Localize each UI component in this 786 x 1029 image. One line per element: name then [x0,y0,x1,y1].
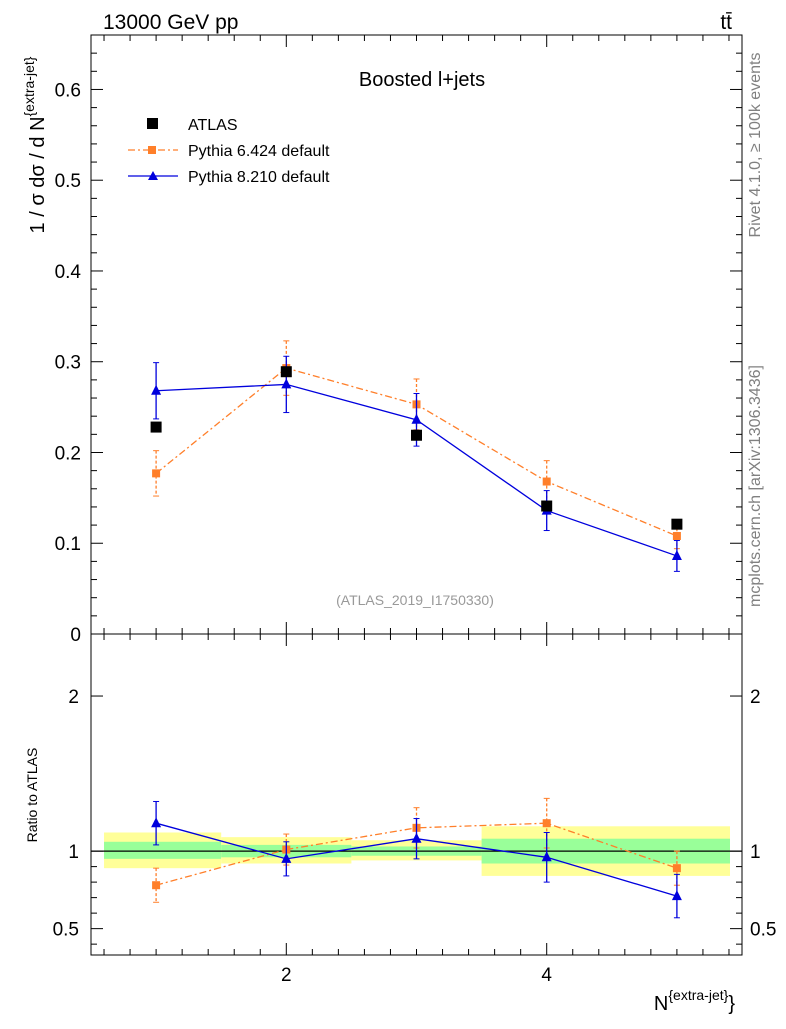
atlas-point [541,500,553,512]
py6-point [672,531,681,540]
atlas-point [150,421,162,433]
ratio-xtick-label: 2 [281,965,292,986]
main-ytick-label: 0.6 [55,80,81,101]
py8-point [671,549,682,560]
main-panel: 0 0.1 0.2 0.3 0.4 0.5 0.6 Boosted l+jets (ATLA… [21,34,743,646]
xlabel-sup: {extra-jet} [668,987,728,1003]
main-ytick-label: 0 [70,625,81,646]
ratio-ytick-label: 1 [68,842,79,863]
legend: ATLAS Pythia 6.424 default Pythia 8.210 … [128,117,330,186]
ratio-py8-point [411,832,422,843]
main-ylabel-text: 1 / σ dσ / d N{extra-jet} [21,56,49,233]
py6-point [542,477,551,486]
main-ytick-label: 0.3 [55,353,81,374]
plot-title: Boosted l+jets [359,69,485,91]
process-label: tt̄ [720,11,732,34]
legend-atlas-marker [147,118,158,129]
ratio-band-inner [104,841,222,859]
main-ytick-label: 0.5 [55,171,81,192]
main-ytick-label: 0.2 [55,443,81,464]
ratio-ytick-label: 0.5 [53,920,79,941]
ratio-py8-point [281,852,292,863]
ratio-py8-point [151,817,162,828]
ratio-panel: 0.5 0.5 1 1 2 2 2 4 Ratio to ATLAS N{extra-jet… [24,633,776,1015]
legend-py8-label: Pythia 8.210 default [188,169,330,186]
ratio-py6-point [542,819,551,828]
main-ylabel: 1 / σ dσ / d N{extra-jet} [21,56,49,233]
ratio-ytick-label-right: 2 [750,687,761,708]
ratio-ylabel: Ratio to ATLAS [24,748,40,843]
atlas-point [411,429,422,441]
atlas-point [671,518,683,530]
ratio-py8-point [541,851,552,862]
mcplots-label: mcplots.cern.ch [arXiv:1306.3436] [747,365,764,607]
energy-label: 13000 GeV pp [103,11,238,34]
legend-py8-marker [148,171,158,180]
atlas-point [280,366,292,378]
ratio-frame [90,633,743,956]
ratio-ytick-label-right: 1 [750,842,761,863]
ratio-ytick-label-right: 0.5 [750,920,776,941]
ratio-py6-point [152,881,161,890]
legend-py6-label: Pythia 6.424 default [188,143,330,160]
ratio-ytick-label: 2 [68,687,79,708]
ratio-py6-point [672,864,681,873]
xlabel: N{extra-jet}} [654,987,735,1015]
py8-point [151,384,162,395]
py6-point [152,469,161,478]
main-ytick-label: 0.4 [55,262,82,283]
py8-point [281,378,292,389]
legend-atlas-label: ATLAS [188,117,238,134]
ratio-xtick-label: 4 [541,965,552,986]
legend-py6-marker [148,146,156,154]
main-ytick-label: 0.1 [55,534,81,555]
ratio-py8-point [671,890,682,901]
main-ylabel-sup: {extra-jet} [21,56,37,116]
analysis-watermark: (ATLAS_2019_I1750330) [336,592,494,608]
py8-point [411,413,422,424]
rivet-label: Rivet 4.1.0, ≥ 100k events [747,53,764,238]
xlabel-close: } [728,993,735,1015]
